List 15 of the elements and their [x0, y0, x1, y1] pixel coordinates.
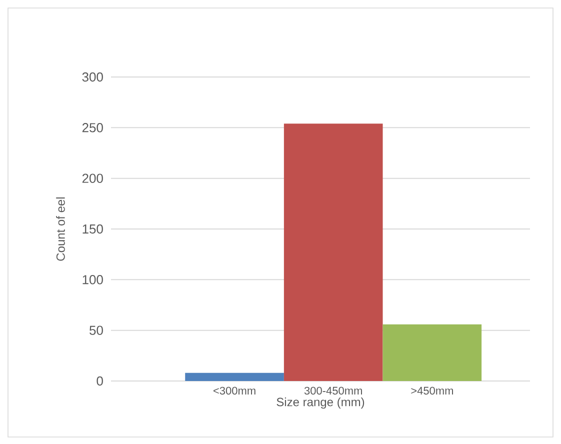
x-tick-label: >450mm [411, 386, 453, 395]
x-tick-label: <300mm [214, 386, 256, 395]
y-tick-label: 200 [82, 174, 103, 183]
y-tick-label: 0 [96, 376, 103, 386]
bar [185, 372, 284, 381]
y-tick-label: 300 [82, 72, 103, 82]
y-tick-label: 250 [82, 123, 103, 132]
bar [382, 324, 482, 381]
bar [284, 124, 383, 381]
y-tick-label: 100 [82, 275, 103, 284]
y-axis-title: Count of eel [56, 197, 65, 261]
y-tick-label: 50 [90, 326, 103, 335]
x-tick-label: 300-450mm [304, 386, 362, 395]
x-axis-title: Size range (mm) [276, 397, 364, 409]
y-tick-label: 150 [82, 224, 103, 234]
